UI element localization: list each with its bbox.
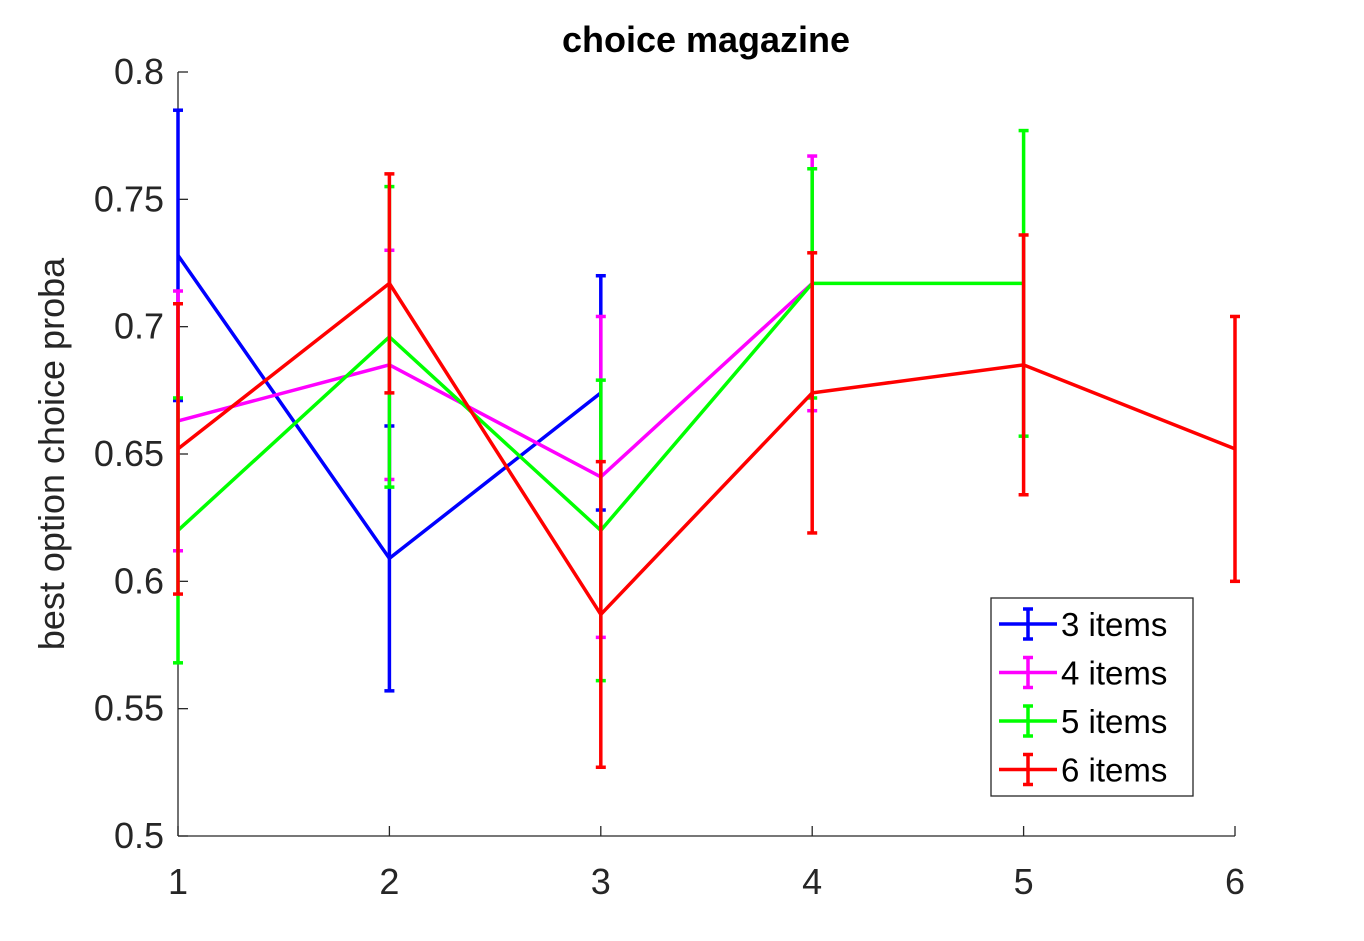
y-tick-label: 0.65 xyxy=(94,433,164,474)
y-tick-label: 0.75 xyxy=(94,178,164,219)
series-line xyxy=(176,280,1236,618)
x-tick-label: 5 xyxy=(1014,861,1034,902)
y-tick-label: 0.7 xyxy=(114,306,164,347)
plot-area xyxy=(173,108,1240,769)
legend-label: 6 items xyxy=(1061,752,1167,789)
legend-label: 3 items xyxy=(1061,606,1167,643)
x-tick-label: 6 xyxy=(1225,861,1245,902)
legend-entry-4: 6 items xyxy=(999,752,1167,789)
x-tick-label: 4 xyxy=(802,861,822,902)
y-tick-label: 0.55 xyxy=(94,688,164,729)
legend-entry-1: 3 items xyxy=(999,606,1167,643)
chart-title: choice magazine xyxy=(562,19,850,60)
x-tick-label: 3 xyxy=(591,861,611,902)
legend-entry-2: 4 items xyxy=(999,655,1167,692)
y-tick-label: 0.8 xyxy=(114,51,164,92)
legend-label: 4 items xyxy=(1061,655,1167,692)
x-tick-label: 2 xyxy=(379,861,399,902)
series-line xyxy=(176,254,602,561)
legend-box xyxy=(990,597,1194,797)
x-tick-label: 1 xyxy=(168,861,188,902)
y-tick-label: 0.6 xyxy=(114,560,164,601)
y-axis-label: best option choice proba xyxy=(31,257,72,650)
legend: 3 items 4 items 5 items 6 items xyxy=(990,597,1194,797)
legend-label: 5 items xyxy=(1061,703,1167,740)
y-tick-label: 0.5 xyxy=(114,815,164,856)
axes: 1 2 3 4 5 6 0.5 0.55 0.6 0.65 0.7 0.75 0.8 xyxy=(94,51,1245,902)
series-2 xyxy=(173,154,818,640)
legend-entry-3: 5 items xyxy=(999,703,1167,740)
series-line xyxy=(177,282,814,480)
series-4 xyxy=(173,172,1240,769)
